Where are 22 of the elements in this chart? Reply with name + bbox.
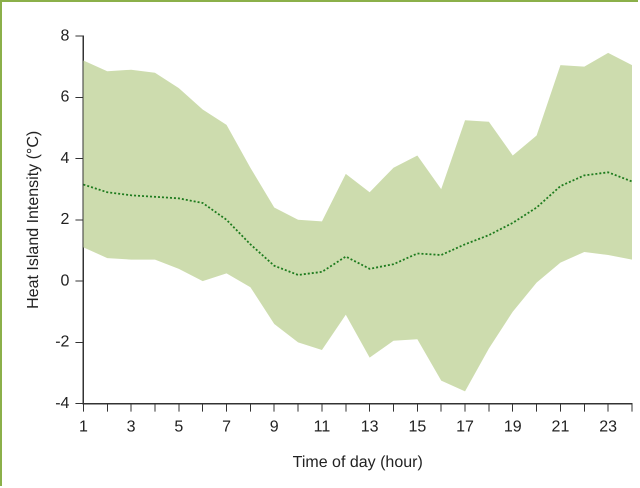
x-tick-label: 7: [222, 418, 232, 436]
x-tick-label: 1: [78, 418, 88, 436]
line-series: [83, 171, 632, 276]
x-tick-label: 11: [314, 418, 330, 436]
x-tick-label: 23: [599, 418, 618, 436]
y-tick-label: 6: [60, 88, 70, 106]
y-axis-title: Heat Island Intensity (°C): [25, 130, 42, 309]
y-tick-label: -2: [55, 334, 70, 351]
x-axis-title: Time of day (hour): [292, 454, 423, 471]
y-tick-label: -4: [55, 395, 70, 412]
y-tick-label: 4: [60, 150, 70, 167]
y-tick-label: 0: [60, 272, 70, 290]
x-tick-label: 13: [360, 418, 379, 436]
y-tick-label: 8: [60, 27, 70, 44]
x-tick-label: 17: [456, 418, 474, 436]
x-tick-label: 21: [552, 418, 570, 436]
x-tick-label: 5: [174, 418, 184, 436]
x-tick-label: 15: [408, 418, 426, 436]
x-tick-label: 19: [504, 418, 522, 436]
x-tick-label: 9: [270, 418, 279, 436]
y-tick-label: 2: [60, 211, 70, 228]
x-tick-label: 3: [126, 418, 136, 436]
